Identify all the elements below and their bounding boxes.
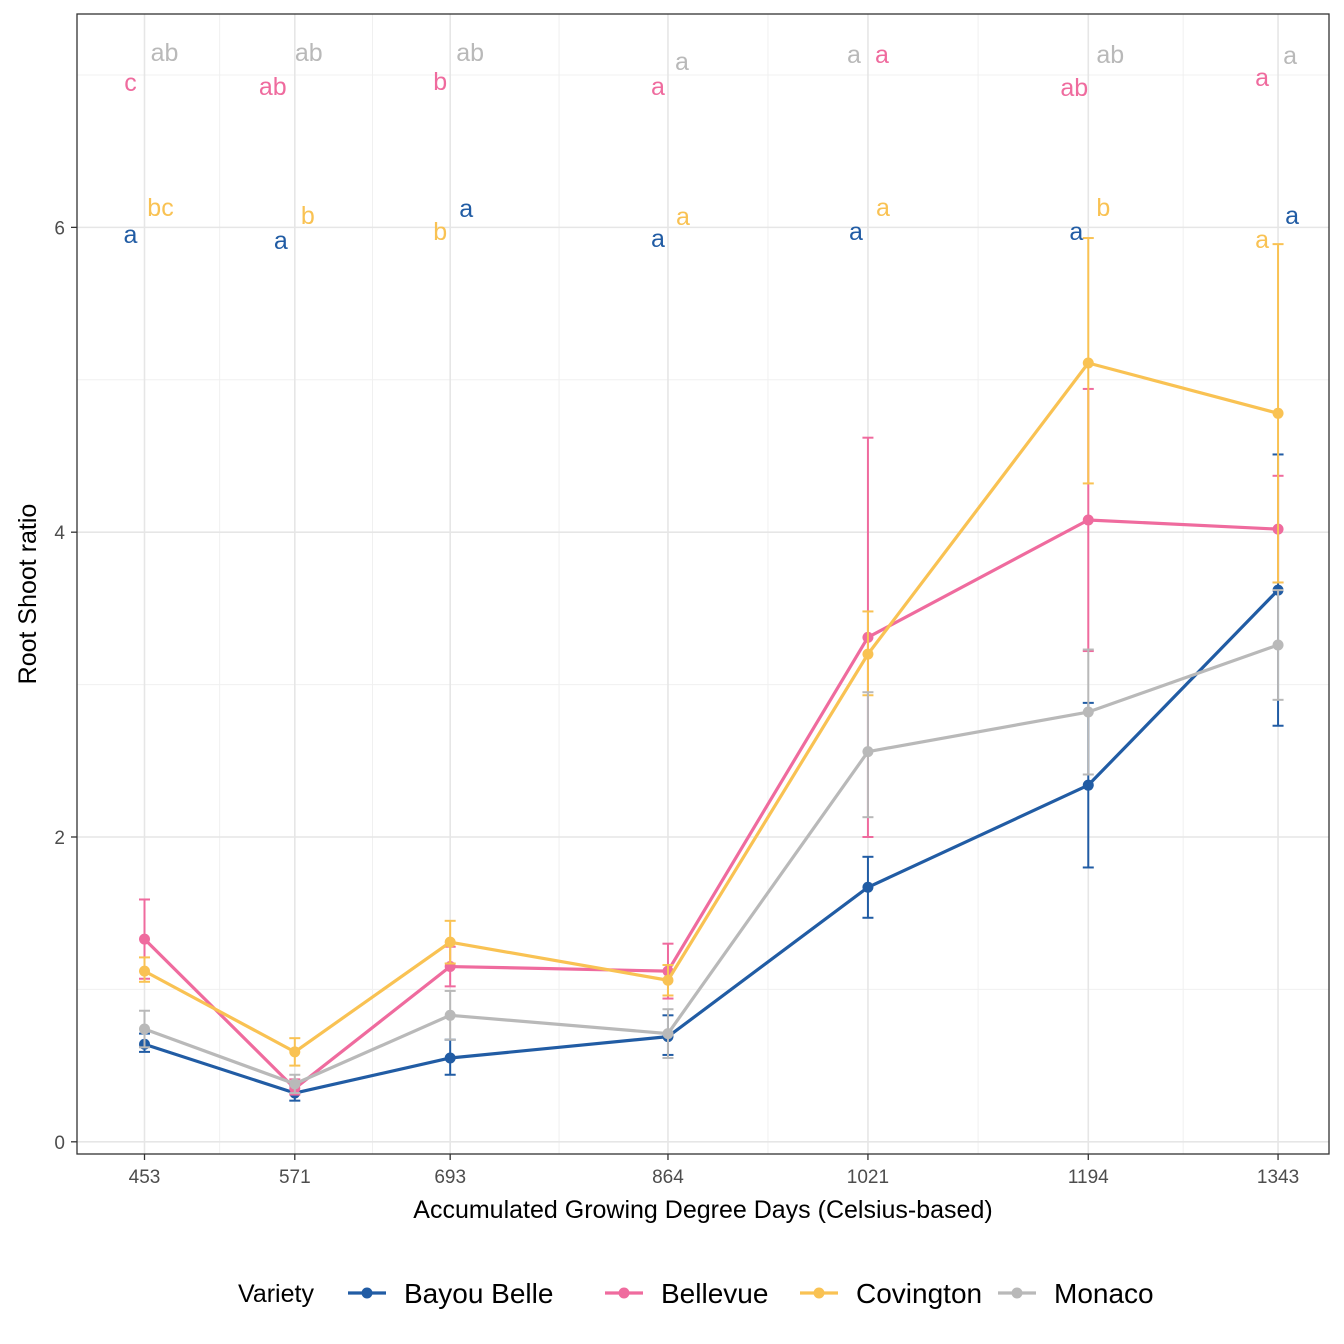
sig-letter: ab bbox=[1096, 41, 1124, 69]
sig-letter: b bbox=[301, 202, 315, 230]
legend-key-point bbox=[361, 1287, 373, 1299]
sig-letter: b bbox=[1096, 194, 1110, 222]
data-point bbox=[289, 1078, 301, 1090]
data-point bbox=[862, 746, 874, 758]
y-tick-label: 6 bbox=[54, 218, 65, 239]
y-tick-label: 0 bbox=[54, 1133, 65, 1154]
series-bayou-belle bbox=[139, 453, 1284, 1102]
x-tick-label: 864 bbox=[652, 1167, 684, 1188]
sig-letter: b bbox=[433, 68, 447, 96]
axis-ticks: 453 571 693 864 1021 1194 1343 0 2 4 6 bbox=[54, 218, 1299, 1188]
sig-letter: a bbox=[676, 203, 690, 231]
legend-item: Bellevue bbox=[605, 1278, 768, 1309]
data-point bbox=[662, 1028, 674, 1040]
sig-letter: ab bbox=[456, 39, 484, 67]
legend-item: Bayou Belle bbox=[348, 1278, 553, 1309]
x-tick-label: 1343 bbox=[1257, 1167, 1299, 1188]
data-point bbox=[662, 974, 674, 986]
sig-letter: ab bbox=[295, 39, 323, 67]
sig-letter: a bbox=[849, 218, 863, 246]
y-tick-label: 2 bbox=[54, 828, 65, 849]
sig-letter: a bbox=[651, 225, 665, 253]
data-point bbox=[1272, 639, 1284, 651]
data-point bbox=[1082, 779, 1094, 791]
sig-letter: a bbox=[1255, 64, 1269, 92]
sig-letter: a bbox=[876, 194, 890, 222]
legend-label: Bellevue bbox=[661, 1278, 768, 1309]
series-line bbox=[144, 588, 1280, 1095]
sig-letter: ab bbox=[151, 39, 179, 67]
x-tick-label: 453 bbox=[129, 1167, 161, 1188]
data-point bbox=[139, 1023, 151, 1035]
data-point bbox=[444, 936, 456, 948]
data-point bbox=[444, 1009, 456, 1021]
sig-letter: a bbox=[1069, 218, 1083, 246]
data-point bbox=[862, 648, 874, 660]
sig-letter: a bbox=[1285, 202, 1299, 230]
series-line bbox=[143, 643, 1279, 1086]
sig-letter: a bbox=[124, 221, 138, 249]
sig-letter: a bbox=[651, 73, 665, 101]
x-tick-label: 1194 bbox=[1068, 1167, 1109, 1188]
legend-key-point bbox=[618, 1287, 630, 1299]
legend-label: Bayou Belle bbox=[404, 1278, 553, 1309]
data-point bbox=[862, 881, 874, 893]
legend-title: Variety bbox=[238, 1280, 314, 1308]
sig-letter: c bbox=[124, 69, 137, 97]
data-point bbox=[139, 965, 151, 977]
sig-letter: bc bbox=[147, 194, 173, 222]
legend-key-point bbox=[1011, 1287, 1023, 1299]
sig-letter: a bbox=[675, 48, 689, 76]
x-tick-label: 571 bbox=[279, 1167, 311, 1188]
data-point bbox=[289, 1046, 301, 1058]
sig-letter: ab bbox=[259, 73, 287, 101]
sig-letter: a bbox=[274, 227, 288, 255]
y-axis-label: Root Shoot ratio bbox=[14, 504, 42, 685]
y-tick-label: 4 bbox=[54, 523, 65, 544]
sig-letter: b bbox=[433, 218, 447, 246]
series-bellevue bbox=[139, 387, 1284, 1096]
legend-key-point bbox=[813, 1287, 825, 1299]
data-point bbox=[139, 933, 151, 945]
sig-letter: a bbox=[1255, 226, 1269, 254]
data-point bbox=[1082, 514, 1094, 526]
sig-letter: a bbox=[459, 195, 473, 223]
panel-border bbox=[76, 13, 1330, 1155]
legend-item: Covington bbox=[800, 1278, 982, 1309]
x-tick-label: 693 bbox=[434, 1167, 466, 1188]
legend-label: Covington bbox=[856, 1278, 982, 1309]
legend-label: Monaco bbox=[1054, 1278, 1154, 1309]
legend: Variety Bayou Belle Bellevue Covington Mona… bbox=[238, 1278, 1154, 1309]
series-line bbox=[143, 361, 1279, 1054]
sig-letter: ab bbox=[1060, 74, 1088, 102]
data-point bbox=[1082, 357, 1094, 369]
series-covington bbox=[139, 237, 1284, 1067]
data-point bbox=[1272, 407, 1284, 419]
sig-letter: a bbox=[1283, 42, 1297, 70]
series-monaco bbox=[139, 589, 1284, 1095]
sig-letter: a bbox=[847, 41, 861, 69]
sig-letter: a bbox=[875, 41, 889, 69]
legend-item: Monaco bbox=[998, 1278, 1154, 1309]
data-point bbox=[1082, 706, 1094, 718]
x-axis-label: Accumulated Growing Degree Days (Celsius… bbox=[413, 1196, 992, 1224]
data-point bbox=[444, 1052, 456, 1064]
series-layer bbox=[139, 237, 1284, 1102]
x-tick-label: 1021 bbox=[847, 1167, 889, 1188]
